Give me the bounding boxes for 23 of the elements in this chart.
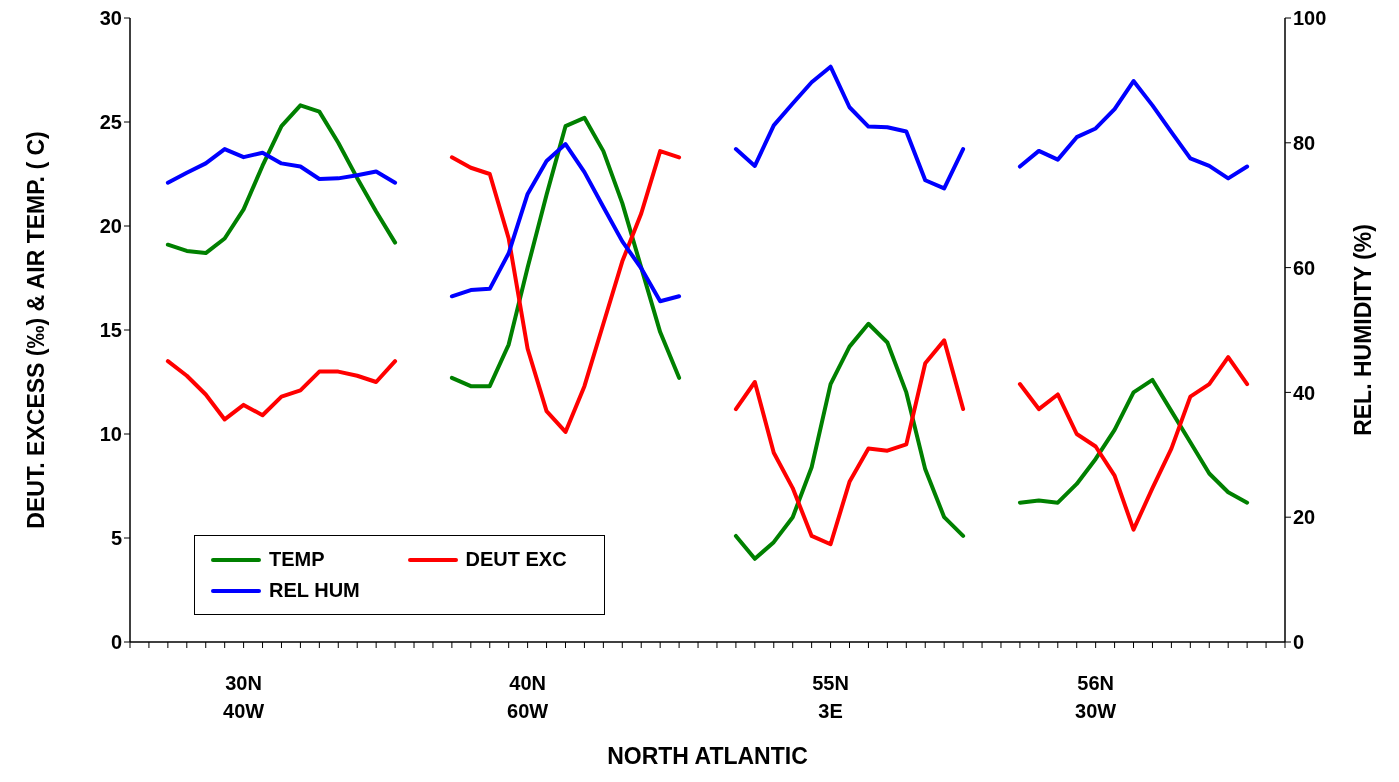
x-tick-label: 40N 60W [507, 672, 549, 722]
y2-tick-label: 60 [1293, 256, 1316, 279]
y2-tick-label: 80 [1293, 131, 1316, 154]
legend-label: DEUT EXC [465, 548, 567, 571]
y-tick-label: 25 [99, 111, 122, 134]
y-tick-label: 10 [99, 423, 122, 446]
x-axis-title: NORTH ATLANTIC [607, 743, 808, 769]
x-tick-label: 55N 3E [812, 672, 849, 722]
y-tick-label: 30 [99, 7, 122, 30]
y2-axis-title: REL. HUMIDITY (%) [1350, 224, 1377, 436]
y2-tick-label: 40 [1293, 381, 1316, 404]
y-tick-label: 15 [99, 319, 122, 342]
y-tick-label: 5 [110, 527, 122, 550]
x-tick-label: 56N 30W [1075, 672, 1117, 722]
y2-tick-label: 100 [1293, 7, 1327, 30]
y-tick-label: 20 [99, 215, 122, 238]
y2-tick-label: 0 [1293, 631, 1305, 654]
legend-label: TEMP [269, 548, 325, 571]
x-tick-label: 30N 40W [223, 672, 265, 722]
y2-tick-label: 20 [1293, 506, 1316, 529]
y-axis-title: DEUT. EXCESS (‰) & AIR TEMP. ( C) [23, 131, 50, 529]
legend-label: REL HUM [269, 579, 360, 602]
y-tick-label: 0 [110, 631, 122, 654]
